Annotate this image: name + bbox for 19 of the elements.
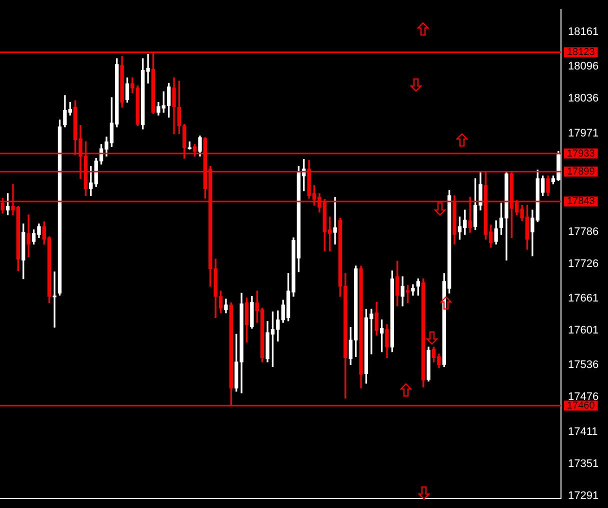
ref-line-label: 17933: [567, 148, 596, 160]
y-tick-label: 18036: [568, 92, 599, 105]
ref-line-label: 17460: [567, 400, 596, 412]
y-tick-label: 17536: [568, 359, 599, 372]
y-tick-label: 17786: [568, 226, 599, 238]
ref-line-label: 17899: [567, 166, 596, 178]
y-tick-label: 17726: [568, 258, 599, 270]
candlestick: [333, 196, 337, 244]
y-tick-label: 17291: [568, 490, 599, 502]
y-tick-label: 17601: [568, 324, 599, 337]
y-tick-label: 18161: [568, 26, 599, 38]
candlestick: [52, 272, 56, 328]
y-tick-label: 17411: [568, 426, 598, 438]
ref-line-label: 18123: [567, 46, 596, 58]
y-tick-label: 17351: [568, 458, 599, 470]
y-tick-label: 17661: [568, 292, 599, 305]
ref-line-label: 17843: [567, 196, 596, 208]
y-tick-label: 17971: [568, 127, 599, 140]
y-tick-label: 18096: [568, 60, 599, 73]
